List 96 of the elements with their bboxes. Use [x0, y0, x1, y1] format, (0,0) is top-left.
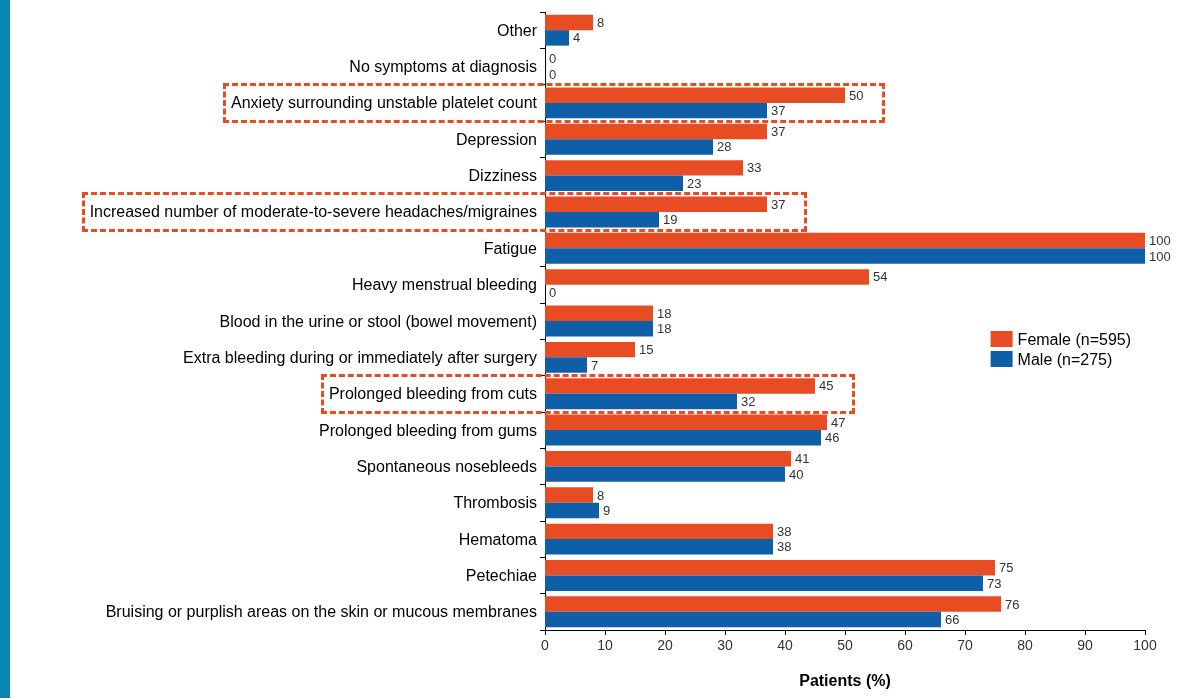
x-tick-label: 30 — [717, 637, 733, 653]
data-label: 15 — [639, 342, 654, 358]
bar — [545, 414, 827, 431]
x-tick-label: 90 — [1077, 637, 1093, 653]
bar — [545, 611, 941, 628]
y-tick-label: Increased number of moderate-to-severe headaches/migraines — [89, 203, 537, 221]
data-label: 32 — [741, 393, 756, 409]
data-label: 38 — [777, 539, 792, 555]
bar — [545, 175, 683, 192]
data-label: 73 — [987, 575, 1002, 591]
bar — [545, 14, 593, 31]
y-tick-label: Petechiae — [465, 566, 538, 584]
y-tick-label: Heavy menstrual bleeding — [352, 276, 537, 294]
bar — [545, 378, 815, 394]
data-label: 45 — [819, 378, 834, 394]
x-tick-label: 80 — [1017, 637, 1033, 653]
bar — [545, 466, 785, 482]
data-label: 18 — [657, 321, 672, 337]
bar — [545, 357, 587, 373]
y-tick-label: Extra bleeding during or immediately after surgery — [183, 348, 537, 366]
bar — [545, 393, 737, 410]
x-tick-label: 40 — [777, 637, 793, 653]
data-label: 23 — [687, 175, 702, 191]
x-tick-label: 0 — [541, 637, 550, 653]
data-label: 28 — [717, 139, 732, 155]
data-label: 46 — [825, 430, 840, 446]
y-tick-label: Other — [496, 21, 538, 39]
bar — [545, 596, 1001, 612]
bar — [545, 160, 743, 176]
data-label: 18 — [657, 305, 672, 321]
y-tick-label: Blood in the urine or stool (bowel movement) — [219, 312, 537, 330]
data-label: 100 — [1149, 248, 1171, 264]
bar — [545, 502, 599, 519]
bar — [545, 248, 1145, 264]
y-tick-label: Fatigue — [483, 239, 538, 257]
x-tick-label: 100 — [1133, 637, 1157, 653]
data-label: 19 — [663, 212, 678, 228]
data-label: 8 — [597, 487, 605, 503]
y-tick-label: Dizziness — [468, 167, 537, 185]
data-label: 100 — [1149, 233, 1171, 249]
data-label: 33 — [747, 160, 762, 176]
legend-label: Male (n=275) — [1017, 350, 1113, 368]
bar — [545, 123, 767, 140]
bar — [545, 430, 821, 446]
bar — [545, 539, 773, 555]
data-label: 37 — [771, 196, 786, 212]
data-label: 40 — [789, 466, 804, 482]
bar — [545, 87, 845, 103]
x-axis-title: Patients (%) — [799, 671, 891, 689]
y-tick-label: Prolonged bleeding from cuts — [328, 385, 537, 403]
bar — [545, 139, 713, 155]
bar — [545, 30, 569, 46]
data-label: 7 — [591, 357, 599, 373]
bar — [545, 102, 767, 119]
bar — [545, 341, 635, 358]
data-label: 66 — [945, 612, 960, 628]
bar — [545, 232, 1145, 249]
y-tick-label: Prolonged bleeding from gums — [319, 421, 537, 439]
data-label: 37 — [771, 103, 786, 119]
bar — [545, 211, 659, 228]
data-label: 41 — [795, 451, 810, 467]
data-label: 9 — [603, 502, 611, 518]
x-tick-label: 50 — [837, 637, 853, 653]
x-tick-label: 20 — [657, 637, 673, 653]
y-tick-label: No symptoms at diagnosis — [349, 58, 537, 76]
bar — [545, 321, 653, 337]
data-label: 0 — [549, 66, 557, 82]
y-tick-label: Spontaneous nosebleeds — [356, 457, 537, 475]
data-label: 54 — [873, 269, 888, 285]
legend-label: Female (n=595) — [1017, 330, 1131, 348]
y-tick-label: Depression — [456, 130, 537, 148]
bar — [545, 196, 767, 212]
y-tick-label: Anxiety surrounding unstable platelet count — [231, 94, 538, 112]
y-tick-label: Bruising or purplish areas on the skin or mucous membranes — [105, 603, 537, 621]
x-tick-label: 60 — [897, 637, 913, 653]
x-tick-label: 10 — [597, 637, 613, 653]
data-label: 37 — [771, 124, 786, 140]
bar — [545, 575, 983, 591]
bar — [545, 269, 869, 285]
bar — [545, 450, 791, 467]
data-label: 76 — [1005, 596, 1020, 612]
data-label: 47 — [831, 414, 846, 430]
data-label: 4 — [573, 30, 581, 46]
y-tick-label: Thrombosis — [453, 494, 537, 512]
data-label: 75 — [999, 560, 1014, 576]
data-label: 50 — [849, 87, 864, 103]
bar — [545, 523, 773, 540]
bar — [545, 305, 653, 321]
bar — [545, 487, 593, 503]
data-label: 0 — [549, 284, 557, 300]
y-tick-label: Hematoma — [458, 530, 538, 548]
x-tick-label: 70 — [957, 637, 973, 653]
data-label: 8 — [597, 14, 605, 30]
bar — [545, 560, 995, 576]
data-label: 0 — [549, 51, 557, 67]
data-label: 38 — [777, 523, 792, 539]
